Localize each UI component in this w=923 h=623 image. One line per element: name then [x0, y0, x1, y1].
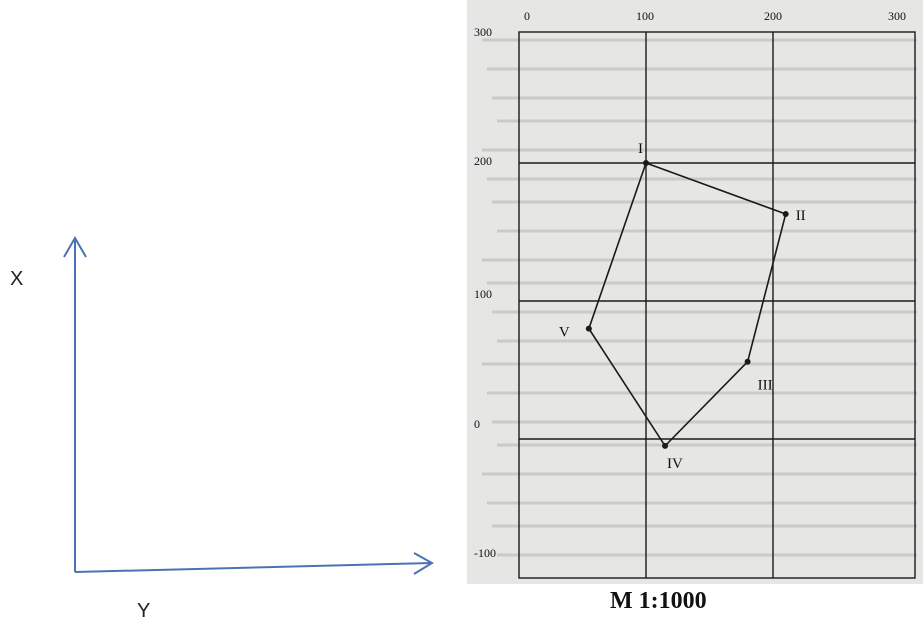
- top-tick-label: 200: [764, 9, 782, 23]
- y-axis-arrowhead: [413, 552, 434, 575]
- coordinate-axes: [63, 236, 434, 575]
- station-label: II: [796, 208, 806, 224]
- left-tick-label: 0: [474, 417, 480, 431]
- scale-label: M 1:1000: [610, 588, 707, 614]
- plan-scan: 0 100 200 300 300 200 100 0 -100 I II III IV V: [467, 0, 923, 584]
- station-label: IV: [667, 456, 683, 472]
- top-tick-label: 100: [636, 9, 654, 23]
- axis-y-label: Y: [137, 600, 151, 622]
- top-tick-label: 0: [524, 9, 530, 23]
- left-tick-label: 200: [474, 154, 492, 168]
- grid-border: [518, 31, 916, 579]
- left-tick-label: -100: [474, 546, 496, 560]
- station-point: [585, 325, 592, 332]
- station-label: I: [638, 141, 643, 157]
- y-axis-line: [74, 562, 433, 573]
- x-axis-arrowhead: [63, 236, 87, 258]
- station-point: [662, 442, 669, 449]
- left-tick-label: 300: [474, 25, 492, 39]
- station-point: [643, 160, 649, 166]
- axis-x-label: X: [10, 268, 24, 290]
- top-tick-label: 300: [888, 9, 906, 23]
- station-label: III: [758, 378, 773, 394]
- station-label: V: [559, 325, 570, 341]
- left-tick-label: 100: [474, 287, 492, 301]
- traverse-polygon: [587, 161, 787, 448]
- station-point: [744, 358, 751, 365]
- station-point: [782, 211, 789, 218]
